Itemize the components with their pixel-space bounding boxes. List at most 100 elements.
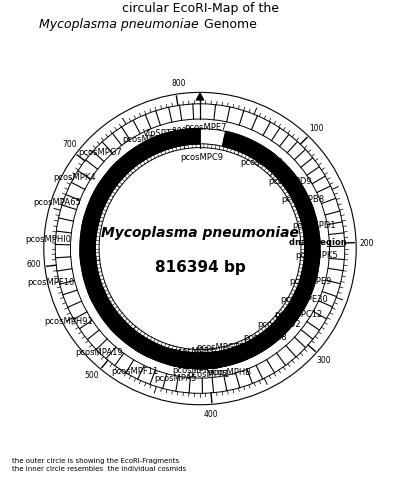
Polygon shape bbox=[173, 351, 181, 367]
Text: pcosMPC12: pcosMPC12 bbox=[274, 310, 322, 318]
Text: 800: 800 bbox=[172, 79, 186, 88]
Text: 500: 500 bbox=[84, 371, 99, 380]
Text: pcosMPD2: pcosMPD2 bbox=[258, 320, 301, 329]
Polygon shape bbox=[301, 236, 320, 280]
Text: dnaA region: dnaA region bbox=[289, 239, 347, 248]
Polygon shape bbox=[222, 131, 275, 167]
Polygon shape bbox=[184, 350, 228, 369]
Text: pcosMPD1: pcosMPD1 bbox=[292, 221, 336, 230]
Polygon shape bbox=[264, 154, 274, 166]
Polygon shape bbox=[166, 349, 217, 369]
Text: pcosMPK5: pcosMPK5 bbox=[295, 250, 338, 260]
Text: pcosMPD9: pcosMPD9 bbox=[268, 177, 312, 186]
Text: 800 kb: 800 kb bbox=[172, 127, 198, 136]
Text: pcosMPE7: pcosMPE7 bbox=[185, 123, 227, 132]
Text: Mycoplasma pneumoniae: Mycoplasma pneumoniae bbox=[101, 226, 299, 240]
Polygon shape bbox=[305, 237, 320, 243]
Text: pcosMPH8: pcosMPH8 bbox=[243, 333, 286, 342]
Polygon shape bbox=[224, 333, 272, 365]
Text: VlpSPT7: VlpSPT7 bbox=[143, 129, 177, 138]
Text: Mycoplasma pneumoniae: Mycoplasma pneumoniae bbox=[39, 18, 199, 31]
Polygon shape bbox=[196, 93, 204, 100]
Polygon shape bbox=[171, 351, 179, 366]
Polygon shape bbox=[141, 144, 150, 157]
Polygon shape bbox=[136, 337, 186, 368]
Text: the inner circle resembles  the individual cosmids: the inner circle resembles the individua… bbox=[12, 466, 186, 472]
Text: pcosMPH91: pcosMPH91 bbox=[44, 317, 93, 326]
Text: pcosMPK4: pcosMPK4 bbox=[54, 174, 96, 182]
Polygon shape bbox=[293, 294, 307, 304]
Text: pcosMPE9: pcosMPE9 bbox=[289, 277, 332, 286]
Text: pcosMPP1: pcosMPP1 bbox=[187, 369, 229, 379]
Polygon shape bbox=[169, 350, 221, 369]
Polygon shape bbox=[140, 340, 149, 353]
Text: pcosMPA19: pcosMPA19 bbox=[75, 348, 123, 357]
Polygon shape bbox=[259, 150, 301, 192]
Polygon shape bbox=[295, 198, 320, 244]
Polygon shape bbox=[109, 141, 154, 180]
Text: 816394 bp: 816394 bp bbox=[155, 260, 245, 275]
Polygon shape bbox=[97, 185, 110, 195]
Polygon shape bbox=[224, 133, 233, 148]
Polygon shape bbox=[80, 252, 96, 260]
Polygon shape bbox=[262, 303, 302, 345]
Text: 300: 300 bbox=[316, 356, 331, 365]
Polygon shape bbox=[132, 133, 171, 163]
Text: circular EcoRI-Map of the: circular EcoRI-Map of the bbox=[122, 2, 278, 15]
Text: pcosMPHI0: pcosMPHI0 bbox=[25, 235, 71, 244]
Polygon shape bbox=[113, 320, 124, 331]
Polygon shape bbox=[289, 268, 318, 312]
Polygon shape bbox=[298, 202, 312, 210]
Polygon shape bbox=[276, 291, 310, 331]
Text: pcosMPA65: pcosMPA65 bbox=[33, 198, 81, 207]
Text: pcosMPA5: pcosMPA5 bbox=[154, 373, 196, 382]
Text: pcosMPGT9: pcosMPGT9 bbox=[122, 135, 170, 144]
Text: Genome: Genome bbox=[200, 18, 257, 31]
Text: pcosMPF10: pcosMPF10 bbox=[28, 278, 75, 287]
Text: pcosMPG7: pcosMPG7 bbox=[78, 148, 122, 157]
Polygon shape bbox=[186, 353, 193, 368]
Text: pcosMPB8: pcosMPB8 bbox=[282, 195, 325, 204]
Polygon shape bbox=[200, 353, 207, 369]
Polygon shape bbox=[302, 269, 316, 278]
Text: pcosMPGT2: pcosMPGT2 bbox=[196, 343, 244, 352]
Polygon shape bbox=[282, 173, 293, 183]
Text: 700: 700 bbox=[62, 140, 77, 149]
Polygon shape bbox=[258, 336, 267, 349]
Polygon shape bbox=[80, 252, 106, 302]
Polygon shape bbox=[193, 129, 200, 144]
Polygon shape bbox=[82, 181, 114, 230]
Text: pcosMPF11: pcosMPF11 bbox=[111, 367, 158, 376]
Polygon shape bbox=[198, 345, 248, 369]
Polygon shape bbox=[272, 325, 282, 336]
Polygon shape bbox=[148, 129, 200, 154]
Text: pcosMPC9: pcosMPC9 bbox=[180, 153, 223, 162]
Text: pcosMPE30: pcosMPE30 bbox=[280, 295, 328, 304]
Text: 100: 100 bbox=[309, 124, 323, 133]
Polygon shape bbox=[168, 351, 177, 366]
Polygon shape bbox=[160, 135, 169, 150]
Polygon shape bbox=[80, 214, 100, 263]
Polygon shape bbox=[91, 289, 104, 298]
Text: pcosMPHB: pcosMPHB bbox=[207, 368, 252, 377]
Text: pcosMPR2: pcosMPR2 bbox=[172, 366, 215, 375]
Text: 400kb: 400kb bbox=[196, 362, 220, 371]
Polygon shape bbox=[83, 217, 98, 225]
Text: pcosMPF4: pcosMPF4 bbox=[172, 347, 214, 356]
Polygon shape bbox=[245, 320, 288, 357]
Text: 600: 600 bbox=[27, 260, 41, 269]
Polygon shape bbox=[112, 166, 124, 177]
Text: the outer circle is showing the EcoRI-Fragments: the outer circle is showing the EcoRI-Fr… bbox=[12, 458, 179, 464]
Text: pcosMPR2: pcosMPR2 bbox=[240, 158, 284, 167]
Polygon shape bbox=[88, 286, 128, 336]
Polygon shape bbox=[277, 168, 314, 215]
Polygon shape bbox=[236, 347, 245, 361]
Text: 400: 400 bbox=[203, 411, 218, 419]
Text: 200: 200 bbox=[359, 239, 374, 248]
Polygon shape bbox=[151, 138, 160, 152]
Polygon shape bbox=[171, 350, 214, 369]
Polygon shape bbox=[108, 315, 156, 357]
Polygon shape bbox=[145, 130, 187, 155]
Polygon shape bbox=[286, 307, 299, 317]
Polygon shape bbox=[178, 130, 186, 146]
